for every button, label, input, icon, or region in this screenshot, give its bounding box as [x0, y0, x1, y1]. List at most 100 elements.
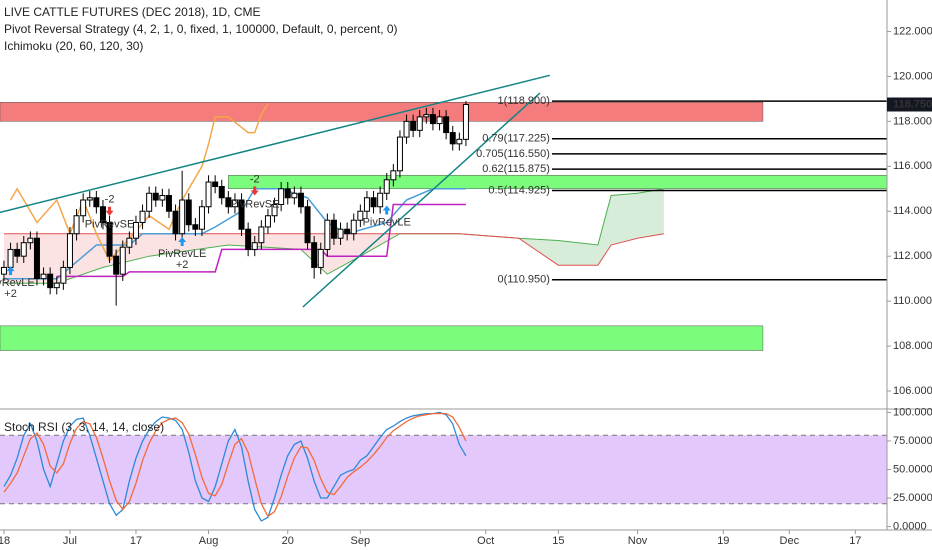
- last-price-label: 118.750: [893, 98, 932, 110]
- candle-body: [238, 199, 245, 230]
- candle-body: [66, 233, 73, 268]
- candle-body: [278, 188, 285, 205]
- ichimoku-line: [56, 203, 466, 278]
- y-tick-label: 118.000: [893, 115, 932, 127]
- signal-arrow: [105, 206, 114, 216]
- y-tick-label: 100.0000: [893, 406, 932, 418]
- candle-body: [410, 120, 417, 131]
- candle-body: [350, 219, 357, 235]
- candle-body: [304, 206, 311, 244]
- x-tick-label: 20: [282, 535, 294, 547]
- candle-body: [20, 242, 27, 257]
- y-tick-label: 114.000: [893, 205, 932, 217]
- candle-body: [14, 248, 21, 257]
- y-tick-label: 106.000: [893, 385, 932, 397]
- trendline: [0, 74, 550, 214]
- signal-label: PivRevLE: [363, 216, 411, 228]
- fib-label: 0(110.950): [498, 274, 550, 286]
- cloud-fill: [611, 193, 638, 245]
- indicator-label: Ichimoku (20, 60, 120, 30): [4, 39, 143, 53]
- candle-body: [212, 181, 219, 188]
- candle-body: [179, 199, 186, 235]
- signal-qty: -2: [105, 194, 115, 206]
- candle-body: [198, 206, 205, 230]
- candle-body: [317, 248, 324, 268]
- candle-body: [456, 138, 463, 145]
- signal-arrow: [250, 186, 259, 196]
- candle-body: [119, 246, 126, 275]
- y-tick-label: 75.0000: [893, 435, 932, 447]
- candle-body: [80, 199, 87, 217]
- candle-body: [99, 206, 106, 223]
- candle-body: [33, 237, 40, 280]
- y-tick-label: 0.0000: [893, 520, 927, 532]
- candle-body: [27, 237, 34, 244]
- rsi-line: [3, 412, 467, 518]
- x-tick-label: Aug: [199, 535, 219, 547]
- candle-body: [271, 204, 278, 217]
- candle-body: [449, 132, 456, 145]
- x-tick-label: Dec: [780, 535, 800, 547]
- candle-body: [0, 266, 7, 275]
- candle-body: [86, 197, 93, 201]
- candle-body: [93, 197, 100, 208]
- candle-body: [152, 192, 159, 201]
- candle-body: [423, 114, 430, 118]
- candle-body: [344, 228, 351, 235]
- signal-qty: +2: [176, 259, 189, 271]
- candle-body: [462, 103, 469, 140]
- x-tick-label: Sep: [351, 535, 371, 547]
- x-tick-label: Nov: [628, 535, 648, 547]
- signal-qty: -2: [250, 173, 260, 185]
- candle-body: [172, 210, 179, 235]
- signal-arrow: [178, 236, 187, 246]
- signal-qty: +2: [4, 288, 17, 300]
- candle-body: [291, 192, 298, 199]
- fib-label: 0.5(114.925): [488, 184, 550, 196]
- x-tick-label: 19: [717, 535, 729, 547]
- rsi-line: [3, 411, 467, 522]
- y-tick-label: 110.000: [893, 295, 932, 307]
- candle-body: [106, 221, 113, 257]
- candle-body: [231, 199, 238, 208]
- candle-body: [363, 197, 370, 212]
- candle-body: [284, 188, 291, 199]
- candle-body: [53, 282, 60, 289]
- candle-body: [47, 273, 54, 289]
- y-tick-label: 116.000: [893, 160, 932, 172]
- signal-label: PivRevSE: [85, 219, 135, 231]
- candle-body: [245, 228, 252, 250]
- y-tick-label: 112.000: [893, 250, 932, 262]
- x-tick-label: 17: [849, 535, 861, 547]
- x-tick-label: 18: [0, 535, 10, 547]
- candle-body: [416, 116, 423, 131]
- y-tick-label: 25.0000: [893, 492, 932, 504]
- candle-body: [377, 192, 384, 208]
- signal-arrow: [382, 205, 391, 215]
- candle-body: [7, 248, 14, 268]
- signal-arrow: [6, 266, 15, 276]
- cloud-fill: [149, 233, 229, 257]
- candle-body: [185, 199, 192, 226]
- signal-label: PivRevLE: [158, 248, 206, 260]
- candle-body: [251, 242, 258, 250]
- price-zone: [0, 325, 764, 351]
- symbol-title: LIVE CATTLE FUTURES (DEC 2018), 1D, CME: [4, 5, 261, 19]
- candle-body: [436, 116, 443, 125]
- candle-body: [126, 237, 133, 248]
- candle-body: [165, 195, 172, 212]
- candle-body: [396, 136, 403, 172]
- candle-body: [311, 242, 318, 268]
- candle-body: [192, 224, 199, 230]
- candle-body: [258, 226, 265, 244]
- candle-body: [159, 195, 166, 201]
- price-pane: 1(118.900) 0.79(117.225) 0.705(116.550) 0.6…: [0, 74, 888, 351]
- candle-body: [60, 266, 67, 284]
- candle-body: [264, 215, 271, 228]
- legend: LIVE CATTLE FUTURES (DEC 2018), 1D, CME …: [4, 5, 398, 434]
- candle-body: [205, 181, 212, 208]
- signal-label: PivRevLE: [0, 277, 35, 289]
- fib-label: 0.705(116.550): [476, 148, 550, 160]
- candle-body: [297, 192, 304, 208]
